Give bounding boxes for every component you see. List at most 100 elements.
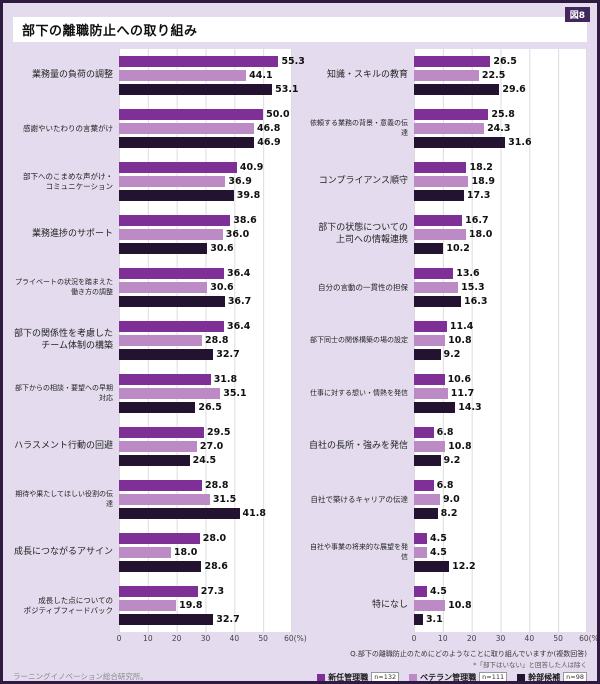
value-label: 24.5 xyxy=(192,454,217,466)
chart-group: 自社で築けるキャリアの伝達 6.8 9.0 8.2 xyxy=(308,473,587,526)
axis-tick: 20 xyxy=(466,634,477,643)
category-label: 成長につながるアサイン xyxy=(13,546,113,557)
value-label: 10.2 xyxy=(446,242,470,254)
bar-row: 9.2 xyxy=(414,455,587,466)
bar-row: 30.6 xyxy=(119,282,292,293)
bar-series-2 xyxy=(414,441,446,452)
value-label: 9.2 xyxy=(443,348,461,360)
bar-series-3 xyxy=(119,243,208,254)
bar-row: 32.7 xyxy=(119,349,292,360)
value-label: 31.6 xyxy=(508,136,532,148)
category-label: 自社や事業の将来的な展望を発信 xyxy=(310,543,408,561)
plot-area: 28.8 31.5 41.8 xyxy=(119,473,292,526)
bar-row: 10.8 xyxy=(414,600,587,611)
legend: 新任管理職 n=132 ベテラン管理職 n=111 幹部候補 n=98 xyxy=(317,672,587,683)
value-label: 27.0 xyxy=(199,440,224,452)
plot-area: 18.2 18.9 17.3 xyxy=(414,155,587,208)
chart-group: 自社や事業の将来的な展望を発信 4.5 4.5 12.2 xyxy=(308,526,587,579)
bar-row: 36.9 xyxy=(119,176,292,187)
value-label: 46.8 xyxy=(256,122,281,134)
plot-area: 40.9 36.9 39.8 xyxy=(119,155,292,208)
bar-row: 26.5 xyxy=(119,402,292,413)
bar-series-1 xyxy=(119,427,205,438)
bar-series-2 xyxy=(119,282,208,293)
bar-series-2 xyxy=(119,70,247,81)
value-label: 10.8 xyxy=(448,334,472,346)
bar-row: 24.3 xyxy=(414,123,587,134)
bar-row: 46.9 xyxy=(119,137,292,148)
bar-row: 6.8 xyxy=(414,427,587,438)
bar-row: 12.2 xyxy=(414,561,587,572)
bar-series-2 xyxy=(414,600,446,611)
bar-series-1 xyxy=(414,480,434,491)
figure-badge: 図8 xyxy=(564,7,590,22)
axis-tick: 0 xyxy=(411,634,417,643)
bar-row: 18.0 xyxy=(119,547,292,558)
axis-row: 0 10 20 30 40 50 60(%) xyxy=(13,632,307,646)
bar-series-3 xyxy=(414,455,441,466)
bar-series-1 xyxy=(119,374,211,385)
bar-row: 31.6 xyxy=(414,137,587,148)
bar-series-1 xyxy=(414,533,427,544)
category-label: 特になし xyxy=(371,599,408,610)
plot-area: 26.5 22.5 29.6 xyxy=(414,49,587,102)
question-note-line1: Q.部下の離職防止のためにどのようなことに取り組んでいますか(複数回答) xyxy=(350,650,587,658)
legend-swatch xyxy=(409,673,418,681)
bar-row: 16.7 xyxy=(414,215,587,226)
category-label: プライベートの状況を踏まえた 働き方の調整 xyxy=(15,278,113,296)
value-label: 41.8 xyxy=(242,507,266,519)
bar-row: 28.8 xyxy=(119,335,292,346)
plot-area: 28.0 18.0 28.6 xyxy=(119,526,292,579)
legend-swatch xyxy=(317,673,326,681)
bar-row: 4.5 xyxy=(414,533,587,544)
value-label: 3.1 xyxy=(425,613,443,625)
value-label: 27.3 xyxy=(200,585,225,597)
bar-series-3 xyxy=(119,296,225,307)
category-label: ハラスメント行動の回避 xyxy=(14,440,113,451)
bar-series-1 xyxy=(119,480,203,491)
bar-row: 36.0 xyxy=(119,229,292,240)
category-label: 部下へのこまめな声がけ・ コミュニケーション xyxy=(23,171,113,191)
category-label: 自社の長所・強みを発信 xyxy=(308,440,408,451)
bar-row: 40.9 xyxy=(119,162,292,173)
value-label: 12.2 xyxy=(452,560,476,572)
bar-series-2 xyxy=(414,176,469,187)
chart-left-column: 業務量の負荷の調整 55.3 44.1 53.1 感謝やいたわりの言葉がけ 50.0 46.… xyxy=(13,49,307,646)
value-label: 13.6 xyxy=(456,267,480,279)
value-label: 19.8 xyxy=(179,599,203,611)
bar-row: 31.5 xyxy=(119,494,292,505)
x-axis: 0 10 20 30 40 50 60(%) xyxy=(117,632,307,646)
bar-row: 9.2 xyxy=(414,349,587,360)
bar-series-1 xyxy=(414,56,491,67)
value-label: 28.0 xyxy=(202,532,227,544)
value-label: 28.8 xyxy=(205,479,229,491)
bar-row: 10.6 xyxy=(414,374,587,385)
legend-label: 新任管理職 xyxy=(328,673,369,683)
value-label: 36.4 xyxy=(226,267,251,279)
value-label: 16.7 xyxy=(465,214,489,226)
bar-series-2 xyxy=(414,335,446,346)
question-note: Q.部下の離職防止のためにどのようなことに取り組んでいますか(複数回答) *「部… xyxy=(350,649,587,669)
category-label: 業務量の負荷の調整 xyxy=(31,69,113,80)
bar-series-1 xyxy=(119,162,237,173)
bar-row: 53.1 xyxy=(119,84,299,95)
value-label: 6.8 xyxy=(436,479,454,491)
legend-n-badge: n=111 xyxy=(479,672,508,681)
value-label: 11.4 xyxy=(449,320,474,332)
value-label: 26.5 xyxy=(198,401,222,413)
bar-series-3 xyxy=(119,190,234,201)
category-label: 依頼する業務の背景・意義の伝達 xyxy=(310,119,408,137)
bar-row: 15.3 xyxy=(414,282,587,293)
legend-swatch xyxy=(517,673,526,681)
bar-series-3 xyxy=(119,402,196,413)
charts-area: 業務量の負荷の調整 55.3 44.1 53.1 感謝やいたわりの言葉がけ 50.0 46.… xyxy=(13,49,597,646)
bar-row: 32.7 xyxy=(119,614,292,625)
bar-row: 13.6 xyxy=(414,268,587,279)
axis-row: 0 10 20 30 40 50 60(%) xyxy=(308,632,597,646)
value-label: 30.6 xyxy=(210,242,234,254)
bar-series-2 xyxy=(119,388,221,399)
category-label: 部下の関係性を考慮した チーム体制の構築 xyxy=(13,328,113,351)
axis-tick: 30 xyxy=(495,634,506,643)
value-label: 29.6 xyxy=(502,83,526,95)
